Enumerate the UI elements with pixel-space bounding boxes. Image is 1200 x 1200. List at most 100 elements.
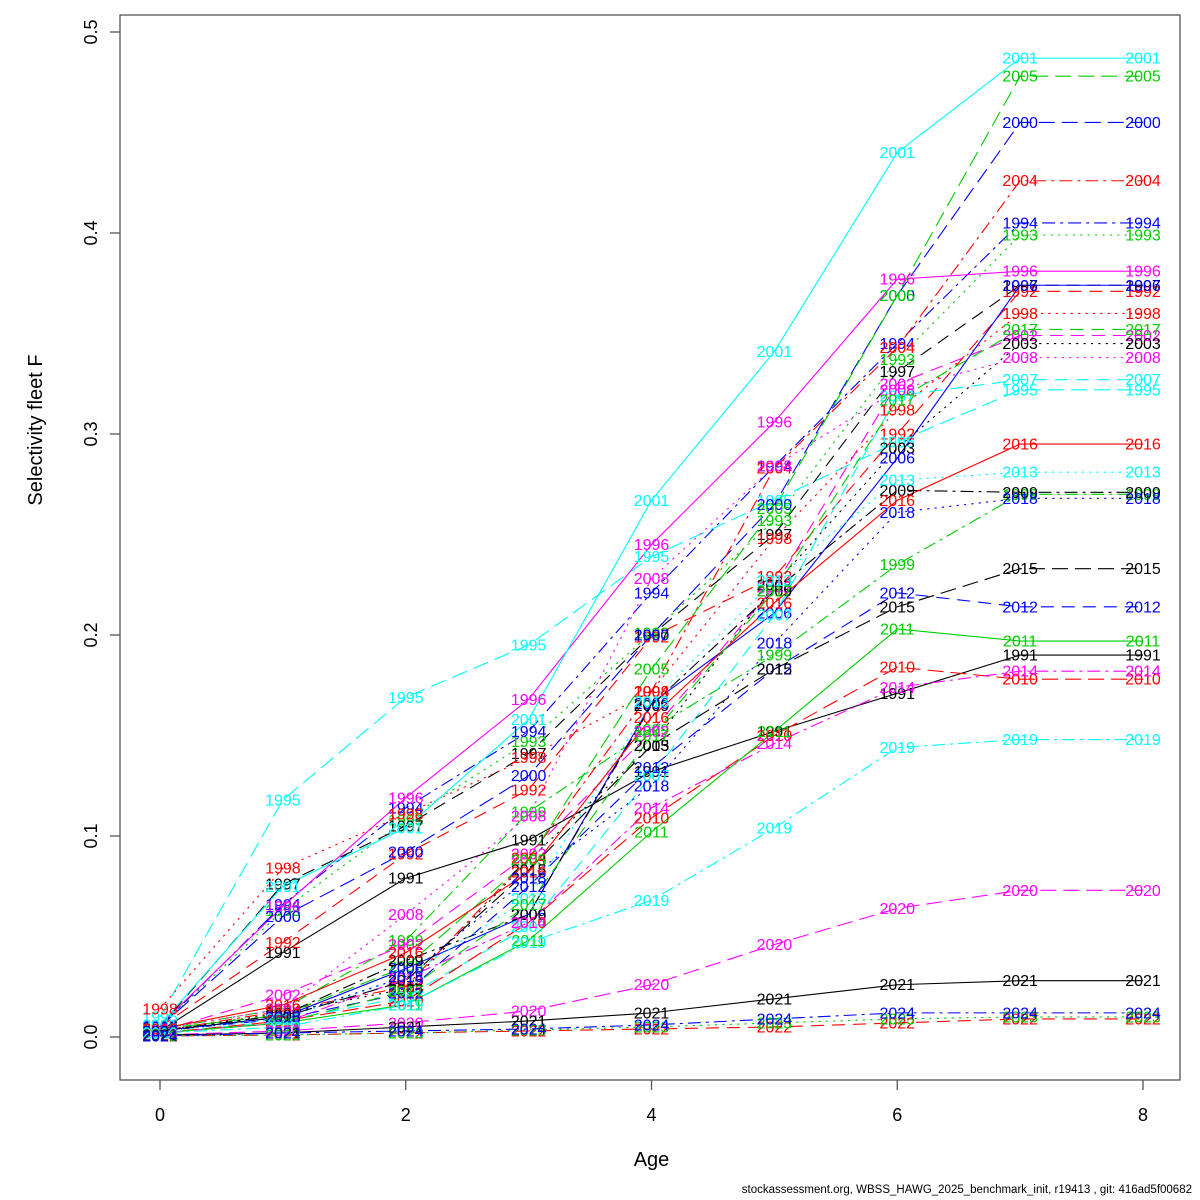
svg-text:1994: 1994 xyxy=(388,800,424,817)
svg-text:1997: 1997 xyxy=(757,527,793,544)
svg-text:2005: 2005 xyxy=(388,959,424,976)
svg-text:1995: 1995 xyxy=(879,435,915,452)
svg-text:0.2: 0.2 xyxy=(81,622,101,647)
svg-text:1998: 1998 xyxy=(757,531,793,548)
svg-text:1998: 1998 xyxy=(1125,306,1161,323)
svg-text:2006: 2006 xyxy=(879,451,915,468)
svg-text:1996: 1996 xyxy=(142,1017,178,1034)
svg-text:1998: 1998 xyxy=(1002,306,1038,323)
svg-text:2002: 2002 xyxy=(1125,328,1161,345)
svg-text:1996: 1996 xyxy=(879,272,915,289)
svg-text:2012: 2012 xyxy=(1002,599,1038,616)
svg-text:2015: 2015 xyxy=(879,599,915,616)
svg-text:2007: 2007 xyxy=(265,1013,301,1030)
svg-text:2021: 2021 xyxy=(879,977,915,994)
svg-text:2014: 2014 xyxy=(1125,664,1161,681)
svg-text:2003: 2003 xyxy=(142,1023,178,1040)
svg-text:2009: 2009 xyxy=(265,1007,301,1024)
svg-text:2012: 2012 xyxy=(634,760,670,777)
svg-text:2011: 2011 xyxy=(389,997,424,1014)
svg-text:0.0: 0.0 xyxy=(81,1024,101,1049)
svg-text:1996: 1996 xyxy=(634,537,670,554)
svg-text:2023: 2023 xyxy=(634,1019,670,1036)
svg-text:2004: 2004 xyxy=(879,340,915,357)
svg-text:1995: 1995 xyxy=(757,493,793,510)
svg-text:2006: 2006 xyxy=(388,961,424,978)
svg-text:1997: 1997 xyxy=(511,746,547,763)
svg-text:2012: 2012 xyxy=(388,985,424,1002)
svg-text:2003: 2003 xyxy=(265,1005,301,1022)
svg-text:2022: 2022 xyxy=(511,1023,547,1040)
svg-text:2017: 2017 xyxy=(634,728,670,745)
svg-text:2009: 2009 xyxy=(634,698,670,715)
svg-text:2023: 2023 xyxy=(757,1015,793,1032)
svg-text:1992: 1992 xyxy=(1002,284,1038,301)
svg-text:2011: 2011 xyxy=(1003,634,1038,651)
svg-text:2010: 2010 xyxy=(1125,672,1161,689)
svg-text:2024: 2024 xyxy=(388,1023,424,1040)
svg-text:2019: 2019 xyxy=(879,740,915,757)
svg-text:2022: 2022 xyxy=(388,1025,424,1042)
svg-text:2015: 2015 xyxy=(142,1023,178,1040)
svg-text:2005: 2005 xyxy=(142,1021,178,1038)
svg-text:1993: 1993 xyxy=(1125,228,1161,245)
svg-text:1995: 1995 xyxy=(634,549,670,566)
svg-text:2003: 2003 xyxy=(879,441,915,458)
svg-text:2015: 2015 xyxy=(1002,561,1038,578)
svg-text:1997: 1997 xyxy=(634,628,670,645)
svg-text:2016: 2016 xyxy=(1002,437,1038,454)
svg-text:1992: 1992 xyxy=(511,782,547,799)
svg-text:1993: 1993 xyxy=(757,513,793,530)
svg-text:2016: 2016 xyxy=(142,1021,178,1038)
svg-text:2010: 2010 xyxy=(388,993,424,1010)
svg-text:2016: 2016 xyxy=(634,710,670,727)
svg-text:2019: 2019 xyxy=(634,893,670,910)
svg-text:1991: 1991 xyxy=(879,686,915,703)
svg-text:2007: 2007 xyxy=(142,1025,178,1042)
svg-text:2016: 2016 xyxy=(388,945,424,962)
svg-text:2004: 2004 xyxy=(1125,173,1161,190)
svg-text:2018: 2018 xyxy=(879,505,915,522)
svg-text:2022: 2022 xyxy=(1125,1011,1161,1028)
svg-text:2008: 2008 xyxy=(1125,350,1161,367)
svg-text:2020: 2020 xyxy=(757,937,793,954)
svg-text:1994: 1994 xyxy=(1002,215,1038,232)
svg-text:2016: 2016 xyxy=(1125,437,1161,454)
svg-text:2014: 2014 xyxy=(634,800,670,817)
svg-text:0.3: 0.3 xyxy=(81,421,101,446)
svg-text:2002: 2002 xyxy=(142,1023,178,1040)
svg-text:2000: 2000 xyxy=(1002,115,1038,132)
svg-text:2000: 2000 xyxy=(634,628,670,645)
svg-text:2016: 2016 xyxy=(265,997,301,1014)
svg-text:2013: 2013 xyxy=(511,891,547,908)
svg-text:1991: 1991 xyxy=(757,724,793,741)
svg-text:2007: 2007 xyxy=(388,989,424,1006)
svg-text:2010: 2010 xyxy=(1002,672,1038,689)
svg-text:1996: 1996 xyxy=(265,899,301,916)
svg-text:2024: 2024 xyxy=(1002,1005,1038,1022)
svg-text:1996: 1996 xyxy=(1125,264,1161,281)
svg-text:2019: 2019 xyxy=(1125,732,1161,749)
svg-text:1991: 1991 xyxy=(511,833,547,850)
svg-text:Age: Age xyxy=(634,1149,670,1171)
svg-text:2003: 2003 xyxy=(1002,336,1038,353)
svg-text:1997: 1997 xyxy=(265,877,301,894)
svg-text:2020: 2020 xyxy=(1002,883,1038,900)
svg-text:2022: 2022 xyxy=(265,1027,301,1044)
svg-text:2005: 2005 xyxy=(1125,69,1161,86)
svg-text:2007: 2007 xyxy=(757,607,793,624)
svg-text:2009: 2009 xyxy=(511,907,547,924)
svg-text:2013: 2013 xyxy=(757,573,793,590)
svg-text:2013: 2013 xyxy=(265,1011,301,1028)
svg-text:1999: 1999 xyxy=(142,1021,178,1038)
svg-text:2000: 2000 xyxy=(142,1019,178,1036)
svg-text:2013: 2013 xyxy=(634,694,670,711)
svg-text:0.5: 0.5 xyxy=(81,19,101,44)
svg-text:2015: 2015 xyxy=(511,863,547,880)
svg-text:2000: 2000 xyxy=(879,288,915,305)
svg-text:2002: 2002 xyxy=(388,937,424,954)
svg-text:1994: 1994 xyxy=(634,585,670,602)
svg-text:1995: 1995 xyxy=(511,638,547,655)
svg-text:2001: 2001 xyxy=(511,712,547,729)
